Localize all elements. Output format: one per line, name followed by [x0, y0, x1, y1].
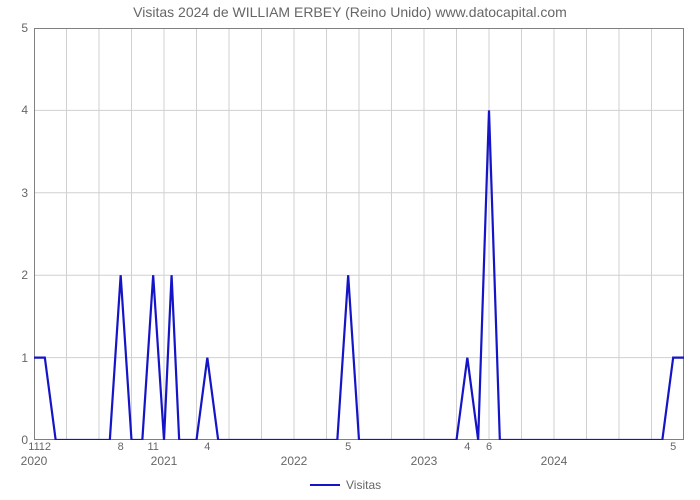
y-tick-label: 1 — [0, 351, 28, 365]
y-tick-label: 4 — [0, 103, 28, 117]
y-tick-label: 0 — [0, 433, 28, 447]
x-tick-label-month: 4 — [204, 441, 210, 453]
x-tick-label-month: 12 — [39, 441, 51, 453]
x-tick-label-month: 4 — [464, 441, 470, 453]
y-tick-label: 3 — [0, 186, 28, 200]
chart-title: Visitas 2024 de WILLIAM ERBEY (Reino Uni… — [0, 4, 700, 20]
x-tick-label-month: 5 — [345, 441, 351, 453]
plot-area — [34, 28, 684, 440]
chart-container: Visitas 2024 de WILLIAM ERBEY (Reino Uni… — [0, 0, 700, 500]
y-tick-label: 2 — [0, 268, 28, 282]
x-tick-label-year: 2022 — [281, 454, 308, 468]
x-tick-label-year: 2021 — [151, 454, 178, 468]
x-tick-label-year: 2024 — [541, 454, 568, 468]
y-tick-label: 5 — [0, 21, 28, 35]
legend-label: Visitas — [346, 478, 381, 492]
x-tick-label-month: 5 — [670, 441, 676, 453]
x-tick-label-month: 6 — [486, 441, 492, 453]
legend-swatch — [310, 484, 340, 486]
x-tick-label-month: 8 — [118, 441, 124, 453]
x-tick-label-year: 2023 — [411, 454, 438, 468]
x-tick-label-month: 11 — [147, 441, 158, 453]
legend: Visitas — [310, 478, 381, 492]
x-tick-label-year: 2020 — [21, 454, 48, 468]
